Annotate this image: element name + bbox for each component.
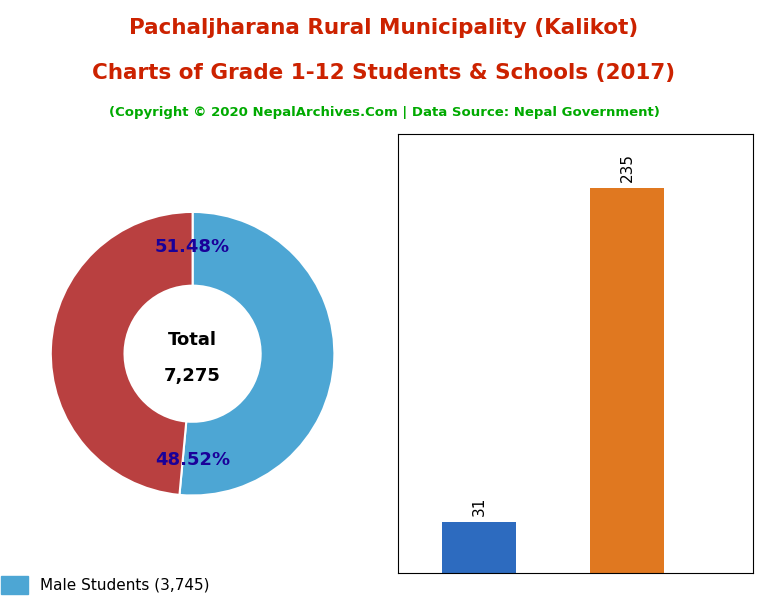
Text: 31: 31 — [472, 497, 487, 516]
Legend: Male Students (3,745), Female Students (3,530): Male Students (3,745), Female Students (… — [0, 570, 235, 597]
Text: 7,275: 7,275 — [164, 367, 221, 386]
Text: 235: 235 — [620, 153, 634, 182]
Text: 51.48%: 51.48% — [155, 238, 230, 256]
Bar — [442, 522, 516, 573]
Text: 48.52%: 48.52% — [155, 451, 230, 469]
Wedge shape — [51, 212, 193, 495]
Text: Charts of Grade 1-12 Students & Schools (2017): Charts of Grade 1-12 Students & Schools … — [92, 63, 676, 83]
Text: Total: Total — [168, 331, 217, 349]
Bar — [590, 189, 664, 573]
Text: Pachaljharana Rural Municipality (Kalikot): Pachaljharana Rural Municipality (Kaliko… — [129, 18, 639, 38]
Text: (Copyright © 2020 NepalArchives.Com | Data Source: Nepal Government): (Copyright © 2020 NepalArchives.Com | Da… — [108, 106, 660, 119]
Wedge shape — [180, 212, 334, 496]
